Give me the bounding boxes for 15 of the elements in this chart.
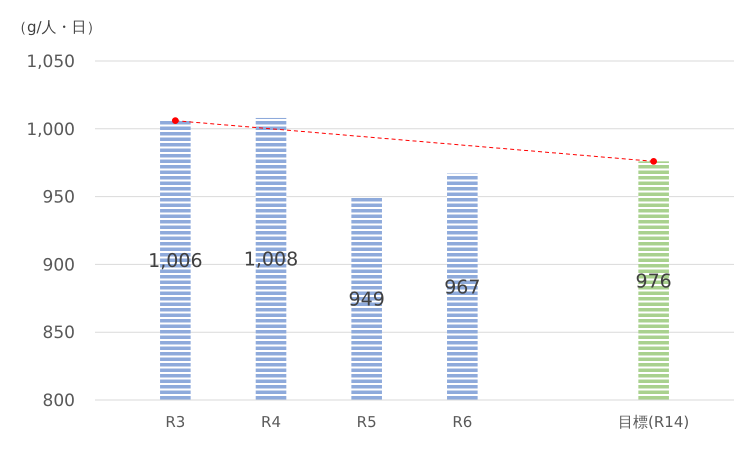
data-label: 976 xyxy=(636,270,672,292)
data-label: 1,006 xyxy=(148,250,203,272)
y-tick-label: 950 xyxy=(42,188,75,208)
x-tick-label: R3 xyxy=(165,413,186,431)
y-tick-label: 800 xyxy=(42,390,75,411)
x-tick-label: 目標(R14) xyxy=(618,413,690,431)
data-label: 1,008 xyxy=(244,248,298,271)
y-tick-label: 900 xyxy=(42,255,75,276)
x-tick-label: R6 xyxy=(452,413,472,431)
y-tick-label: 850 xyxy=(42,323,75,344)
y-tick-label: 1,000 xyxy=(26,120,75,140)
x-tick-label: R4 xyxy=(261,413,281,431)
y-tick-label: 1,050 xyxy=(26,52,75,72)
x-tick-label: R5 xyxy=(356,413,377,431)
y-axis-title: （g/人・日） xyxy=(12,18,102,36)
